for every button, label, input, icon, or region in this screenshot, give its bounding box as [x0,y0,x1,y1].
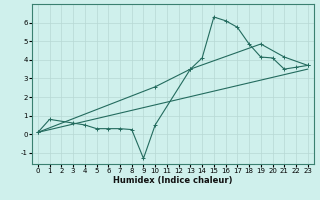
X-axis label: Humidex (Indice chaleur): Humidex (Indice chaleur) [113,176,233,185]
